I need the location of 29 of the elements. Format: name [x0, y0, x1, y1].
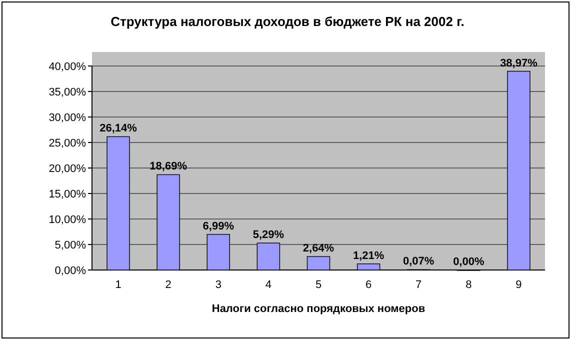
data-label: 5,29%	[252, 229, 284, 242]
x-tick-label: 8	[466, 279, 472, 291]
y-tick-label: 10,00%	[48, 214, 86, 226]
x-tick-label: 7	[416, 279, 422, 291]
chart-title: Структура налоговых доходов в бюджете РК на 2002 г.	[110, 14, 464, 29]
data-label: 18,69%	[150, 160, 188, 173]
y-tick-label: 40,00%	[48, 60, 86, 73]
x-axis-title: Налоги согласно порядковых номеров	[212, 303, 426, 315]
data-label: 38,97%	[500, 57, 538, 70]
x-tick-label: 5	[315, 279, 322, 291]
data-label: 2,64%	[302, 242, 334, 255]
x-tick-label: 4	[265, 279, 272, 291]
data-label: 0,07%	[403, 256, 434, 268]
y-tick-label: 20,00%	[48, 162, 86, 175]
y-tick-label: 15,00%	[48, 188, 86, 200]
data-label: 0,00%	[453, 256, 484, 268]
x-tick-label: 3	[215, 279, 222, 291]
x-tick-label: 6	[365, 279, 372, 291]
y-tick-label: 5,00%	[54, 239, 86, 252]
y-tick-label: 35,00%	[48, 86, 86, 98]
x-tick-label: 9	[516, 279, 522, 291]
data-label: 26,14%	[100, 122, 138, 135]
x-tick-label: 1	[115, 279, 122, 291]
data-label: 1,21%	[352, 250, 384, 262]
y-tick-label: 0,00%	[54, 264, 86, 277]
x-tick-label: 2	[165, 279, 172, 291]
data-label: 6,99%	[202, 220, 234, 232]
y-tick-label: 30,00%	[48, 112, 86, 124]
y-tick-label: 25,00%	[48, 137, 86, 150]
